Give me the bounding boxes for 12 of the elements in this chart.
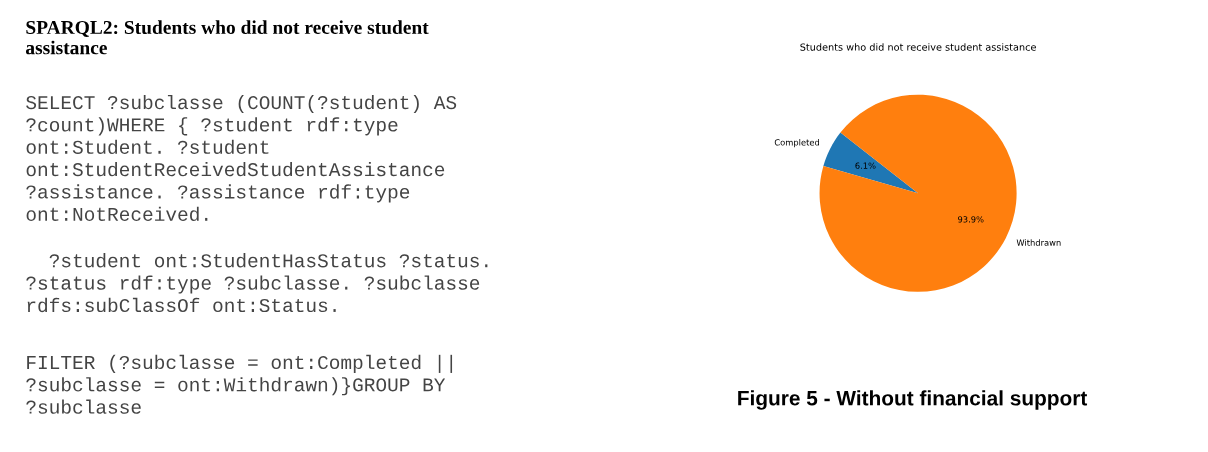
pie-slice bbox=[819, 94, 1017, 292]
text: SPARQL2: Students who did not receive student assistance bbox=[25, 20, 429, 55]
slice-label: Withdrawn bbox=[1016, 239, 1061, 246]
data-label: 6.1% bbox=[855, 162, 876, 169]
text: FILTER (?subclasse = ont:Completed || ?subclasse = ont:Withdrawn)}GROUP BY ?subclasse bbox=[26, 354, 453, 414]
pie-slice bbox=[823, 132, 919, 194]
text: ?student ont:StudentHasStatus ?status. ?status rdf:type ?subclasse. ?subclasse rdfs:subClassOf ont:Status. bbox=[26, 253, 488, 313]
slice-label: Completed bbox=[774, 139, 820, 148]
caption: Figure 5 - Without financial support bbox=[738, 390, 1088, 410]
data-label: 93.9% bbox=[958, 216, 984, 223]
chart-title: Students who did not receive student assistance bbox=[800, 43, 1036, 51]
text: SELECT ?subclasse (COUNT(?student) AS ?count)WHERE { ?student rdf:type ont:Student. ?student ont:StudentReceivedStudentAssistance ?assistance. ?assistance rdf:type ont:NotReceived. bbox=[26, 94, 457, 222]
